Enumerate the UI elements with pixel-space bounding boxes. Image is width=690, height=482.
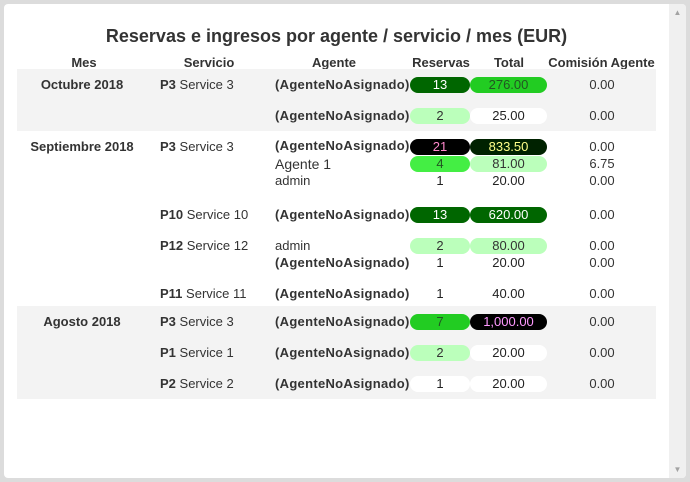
report-title: Reservas e ingresos por agente / servici… <box>105 26 568 46</box>
total-pill: 1,000.00 <box>470 314 547 330</box>
service-label: P3 Service 3 <box>160 314 234 330</box>
comision-value: 0.00 <box>589 314 615 329</box>
total-value: 40.00 <box>492 286 525 301</box>
comision-value: 0.00 <box>589 173 615 188</box>
comision-value: 0.00 <box>589 108 615 123</box>
month-group-agosto: Agosto 2018 P3 Service 3 (AgenteNoAsigna… <box>17 306 656 399</box>
total-pill: 25.00 <box>470 108 547 124</box>
agent-name: (AgenteNoAsignado) <box>275 108 410 123</box>
reservas-pill: 2 <box>410 345 470 361</box>
header-reservas: Reservas <box>412 55 470 70</box>
month-group-septiembre: Septiembre 2018 P3 Service 3 (AgenteNoAs… <box>17 131 656 306</box>
vertical-scrollbar[interactable]: ▲ ▼ <box>669 4 686 478</box>
agent-name: (AgenteNoAsignado) <box>275 376 410 391</box>
report-content: Reservas e ingresos por agente / servici… <box>4 4 669 478</box>
agent-name: Agente 1 <box>275 156 332 172</box>
agent-name: (AgenteNoAsignado) <box>275 314 410 329</box>
total-value: 20.00 <box>492 255 525 270</box>
total-pill: 81.00 <box>470 156 547 172</box>
header-mes: Mes <box>71 55 97 70</box>
service-label: P12 Service 12 <box>160 238 248 254</box>
reservas-value: 1 <box>436 173 444 188</box>
reservas-pill: 13 <box>410 77 470 93</box>
service-label: P10 Service 10 <box>160 207 248 223</box>
reservas-pill: 13 <box>410 207 470 223</box>
month-label: Agosto 2018 <box>43 314 121 329</box>
service-name: Service 12 <box>186 238 249 253</box>
scroll-up-arrow-icon[interactable]: ▲ <box>673 8 682 17</box>
service-name: Service 3 <box>179 77 234 92</box>
comision-value: 0.00 <box>589 286 615 301</box>
reservas-pill: 1 <box>410 376 470 392</box>
agent-name: (AgenteNoAsignado) <box>275 255 410 270</box>
reservas-pill: 2 <box>410 238 470 254</box>
agent-name: admin <box>275 238 311 253</box>
service-name: Service 10 <box>186 207 249 222</box>
reservas-pill: 4 <box>410 156 470 172</box>
comision-value: 0.00 <box>589 376 615 391</box>
reservas-value: 1 <box>436 255 444 270</box>
service-label: P11 Service 11 <box>160 286 247 302</box>
agent-name: (AgenteNoAsignado) <box>275 345 410 360</box>
total-pill: 20.00 <box>470 345 547 361</box>
service-code: P10 <box>160 207 184 222</box>
month-label: Septiembre 2018 <box>30 139 134 154</box>
service-name: Service 3 <box>179 139 234 154</box>
month-label: Octubre 2018 <box>40 77 124 92</box>
scroll-down-arrow-icon[interactable]: ▼ <box>673 465 682 474</box>
reservas-pill: 21 <box>410 139 470 155</box>
service-code: P1 <box>160 345 176 360</box>
agent-name: (AgenteNoAsignado) <box>275 138 410 153</box>
comision-value: 0.00 <box>589 238 615 253</box>
agent-name: admin <box>275 173 311 188</box>
reservas-value: 1 <box>436 286 444 301</box>
service-label: P3 Service 3 <box>160 139 234 155</box>
service-label: P1 Service 1 <box>160 345 234 361</box>
service-name: Service 11 <box>186 286 247 301</box>
service-code: P3 <box>160 314 176 329</box>
comision-value: 0.00 <box>589 77 615 92</box>
total-pill: 620.00 <box>470 207 547 223</box>
service-code: P11 <box>160 286 183 301</box>
header-agente: Agente <box>311 55 357 70</box>
service-code: P3 <box>160 77 176 92</box>
comision-value: 0.00 <box>589 345 615 360</box>
header-total: Total <box>493 55 525 70</box>
service-label: P3 Service 3 <box>160 77 234 93</box>
reservas-pill: 2 <box>410 108 470 124</box>
agent-name: (AgenteNoAsignado) <box>275 207 410 222</box>
reservas-pill: 7 <box>410 314 470 330</box>
total-value: 20.00 <box>492 173 525 188</box>
total-pill: 276.00 <box>470 77 547 93</box>
service-name: Service 3 <box>179 314 234 329</box>
comision-value: 0.00 <box>589 139 615 154</box>
agent-name: (AgenteNoAsignado) <box>275 286 410 301</box>
total-pill: 833.50 <box>470 139 547 155</box>
comision-value: 0.00 <box>589 255 615 270</box>
header-comision: Comisión Agente <box>548 55 655 70</box>
service-label: P2 Service 2 <box>160 376 234 392</box>
month-group-octubre: Octubre 2018 P3 Service 3 (AgenteNoAsign… <box>17 69 656 131</box>
header-servicio: Servicio <box>183 55 235 70</box>
comision-value: 6.75 <box>589 156 615 171</box>
total-pill: 80.00 <box>470 238 547 254</box>
comision-value: 0.00 <box>589 207 615 222</box>
report-panel: Reservas e ingresos por agente / servici… <box>4 4 686 478</box>
service-name: Service 1 <box>179 345 234 360</box>
service-name: Service 2 <box>179 376 234 391</box>
service-code: P12 <box>160 238 184 253</box>
total-pill: 20.00 <box>470 376 547 392</box>
service-code: P2 <box>160 376 176 391</box>
service-code: P3 <box>160 139 176 154</box>
agent-name: (AgenteNoAsignado) <box>275 77 410 92</box>
